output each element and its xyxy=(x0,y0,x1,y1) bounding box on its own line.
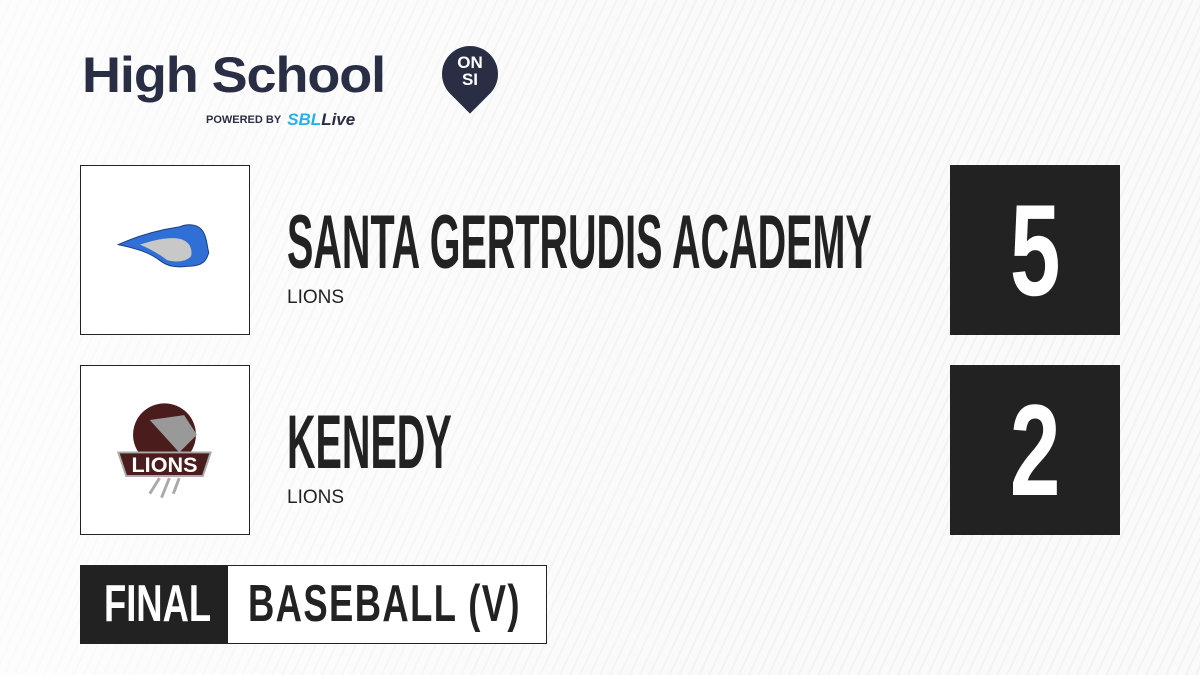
team-logo-box-away: LIONS xyxy=(80,365,250,535)
team-home: SANTA GERTRUDIS ACADEMY LIONS xyxy=(287,205,1200,309)
blue-lion-head-logo xyxy=(116,224,210,268)
brand-badge: ON SI xyxy=(457,53,483,89)
team-mascot: LIONS xyxy=(287,487,345,508)
team-name: KENEDY xyxy=(287,400,452,485)
team-name: SANTA GERTRUDIS ACADEMY xyxy=(287,200,872,285)
maroon-lions-logo: LIONS xyxy=(116,403,213,499)
powered-by: POWERED BY SBLLive xyxy=(206,110,356,129)
score-away: 2 xyxy=(950,365,1120,535)
svg-text:LIONS: LIONS xyxy=(131,452,197,477)
team-logo-box-home xyxy=(80,165,250,335)
game-status-bar: FINAL BASEBALL (V) xyxy=(80,565,547,644)
sport-label: BASEBALL (V) xyxy=(248,575,521,633)
brand-title: High School xyxy=(82,47,386,103)
status-badge: FINAL xyxy=(81,566,228,643)
score-home: 5 xyxy=(950,165,1120,335)
team-mascot: LIONS xyxy=(287,287,345,308)
high-school-on-si-logo: High School ON SI POWERED BY SBLLive xyxy=(82,34,510,129)
team-away: KENEDY LIONS xyxy=(287,405,604,509)
